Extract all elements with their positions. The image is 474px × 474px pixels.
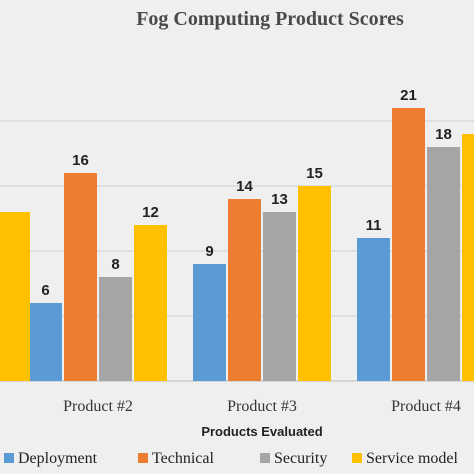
bar xyxy=(228,199,261,381)
bar-value-label: 21 xyxy=(400,87,417,104)
legend-item: Deployment xyxy=(4,450,98,467)
x-tick-labels: Product #2 Product #3 Product #4 xyxy=(63,398,461,415)
bar xyxy=(427,147,460,381)
bar-value-label: 16 xyxy=(72,152,89,169)
bar xyxy=(29,303,62,381)
legend: Deployment Technical Security Service model xyxy=(4,450,459,467)
legend-label: Service model xyxy=(366,450,459,467)
legend-item: Security xyxy=(260,450,327,467)
bar xyxy=(64,173,97,381)
bar xyxy=(392,108,425,381)
chart-title: Fog Computing Product Scores xyxy=(136,8,404,30)
bar-value-label: 12 xyxy=(142,204,159,221)
x-tick-label: Product #2 xyxy=(63,398,133,415)
bar xyxy=(462,134,474,381)
bar-value-label: 11 xyxy=(366,217,382,234)
legend-swatch xyxy=(352,453,362,463)
bar xyxy=(0,212,30,381)
legend-item: Technical xyxy=(138,450,215,467)
bar xyxy=(134,225,167,381)
bar xyxy=(99,277,132,381)
legend-swatch xyxy=(260,453,270,463)
x-tick-label: Product #3 xyxy=(227,398,297,415)
bar xyxy=(298,186,331,381)
bars xyxy=(0,108,474,381)
bar xyxy=(263,212,296,381)
bar xyxy=(193,264,226,381)
legend-label: Technical xyxy=(152,450,215,467)
bar-value-label: 13 xyxy=(271,191,288,208)
legend-label: Security xyxy=(274,450,327,467)
bar-value-label: 14 xyxy=(236,178,253,195)
bar xyxy=(357,238,390,381)
bar-value-label: 6 xyxy=(41,282,49,299)
legend-label: Deployment xyxy=(18,450,98,467)
legend-item: Service model xyxy=(352,450,459,467)
bar-value-label: 8 xyxy=(111,256,119,273)
legend-swatch xyxy=(4,453,14,463)
legend-swatch xyxy=(138,453,148,463)
value-labels: 6 9 11 16 14 21 8 13 18 12 15 xyxy=(41,87,452,299)
x-tick-label: Product #4 xyxy=(391,398,461,415)
x-axis-label: Products Evaluated xyxy=(201,424,322,439)
bar-value-label: 15 xyxy=(306,165,323,182)
bar-value-label: 18 xyxy=(435,126,452,143)
bar-value-label: 9 xyxy=(205,243,213,260)
